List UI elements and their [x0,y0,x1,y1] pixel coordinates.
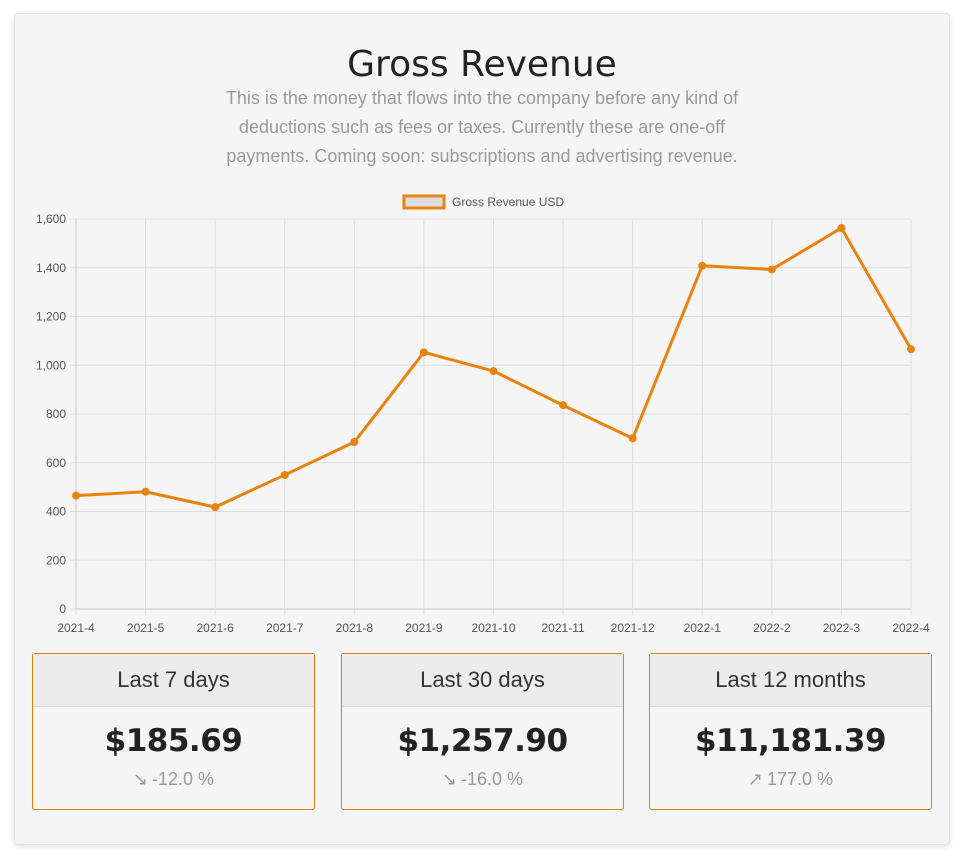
x-tick-label: 2022-4 [892,621,930,635]
stat-value: $185.69 [104,723,243,759]
x-tick-label: 2021-11 [542,621,585,635]
page-title: Gross Revenue [347,44,617,85]
x-tick-label: 2021-7 [266,621,304,635]
x-tick-label: 2021-10 [471,621,515,635]
legend-label: Gross Revenue USD [452,195,564,209]
page-description: This is the money that flows into the co… [225,88,739,166]
y-tick-label: 0 [59,602,66,616]
trend-up-icon: ↗ [747,769,764,790]
x-tick-label: 2021-5 [127,621,165,635]
x-tick-label: 2021-8 [336,621,374,635]
y-tick-label: 1,600 [36,212,66,226]
chart-grid [70,218,912,615]
x-tick-label: 2022-1 [684,621,722,635]
stat-label: Last 7 days [33,654,314,707]
x-tick-label: 2022-3 [823,621,861,635]
x-tick-label: 2021-6 [196,621,234,635]
stat-card-30-days: Last 30 days $1,257.90 ↘ -16.0 % [341,653,624,810]
stat-card-7-days: Last 7 days $185.69 ↘ -12.0 % [32,653,315,810]
data-point [767,265,776,274]
data-point [141,487,150,496]
stat-card-12-months: Last 12 months $11,181.39 ↗ 177.0 % [649,653,932,810]
y-tick-label: 1,400 [36,261,66,275]
chart-axes: 0 200 400 600 800 1,000 1,200 1,400 1,600 2021-4 2… [36,212,930,635]
data-point [489,367,498,376]
revenue-line-chart: 0 200 400 600 800 1,000 1,200 1,400 1,600 2021-4 2… [36,194,930,635]
chart-legend: Gross Revenue USD [402,194,564,210]
trend-down-icon: ↘ [441,769,458,790]
chart-series [72,224,915,512]
y-tick-label: 400 [46,505,66,519]
data-point [907,345,915,354]
x-tick-label: 2021-12 [611,621,655,635]
data-point [211,503,220,512]
y-tick-label: 1,000 [36,358,66,372]
y-tick-label: 600 [46,456,66,470]
stat-value: $11,181.39 [694,723,887,759]
trend-down-icon: ↘ [132,769,149,790]
data-point [628,434,637,443]
data-point [72,491,80,500]
stat-change-value: -16.0 % [461,769,524,789]
data-point [559,401,568,410]
stat-change: ↘ -16.0 % [342,769,623,790]
legend-swatch [402,194,446,210]
y-tick-label: 1,200 [36,310,66,324]
stat-label: Last 30 days [342,654,623,707]
data-point [837,224,846,233]
stat-label: Last 12 months [650,654,931,707]
stat-change: ↗ 177.0 % [650,769,931,790]
data-point [350,438,359,447]
revenue-card: Gross Revenue This is the money that flo… [14,13,950,845]
x-tick-label: 2021-4 [57,621,95,635]
x-tick-label: 2022-2 [753,621,791,635]
y-tick-label: 800 [46,407,66,421]
y-tick-label: 200 [46,553,66,567]
data-point [280,470,289,479]
stat-change-value: -12.0 % [152,769,215,789]
stat-value: $1,257.90 [397,723,568,759]
data-point [419,348,428,357]
stat-change: ↘ -12.0 % [33,769,314,790]
stat-change-value: 177.0 % [767,769,834,789]
data-point [698,261,707,270]
x-tick-label: 2021-9 [405,621,443,635]
